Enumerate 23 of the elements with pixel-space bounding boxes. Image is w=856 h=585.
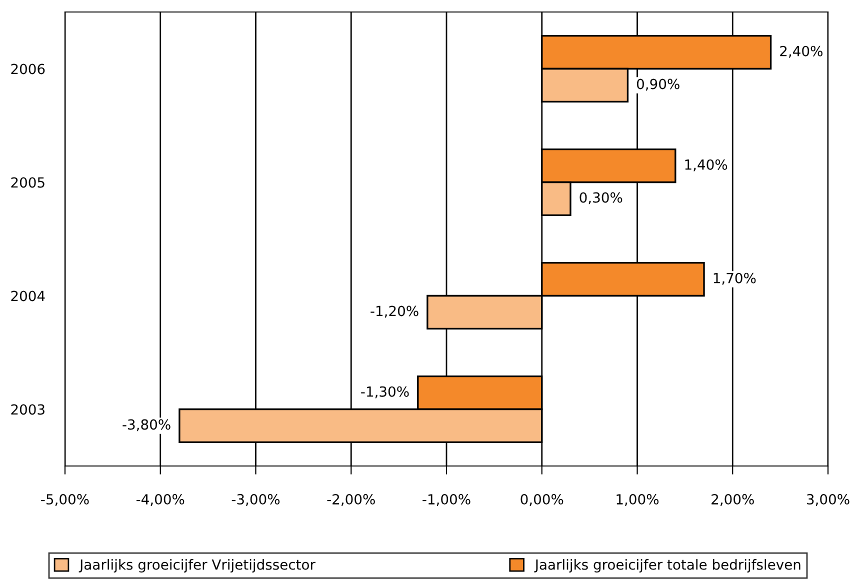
x-tick-label: -3,00% <box>232 494 280 506</box>
x-tick-label: -4,00% <box>136 494 184 506</box>
y-tick-label: 2006 <box>11 64 45 74</box>
data-label: 2,40% <box>780 46 822 58</box>
legend-label: Jaarlijks groeicijfer totale bedrijfsleven <box>534 559 800 572</box>
data-label: -3,80% <box>122 419 170 432</box>
x-tick-label: -2,00% <box>327 494 375 506</box>
y-tick-label: 2003 <box>11 404 44 415</box>
legend-label: Jaarlijks groeicijfer Vrijetijdssector <box>78 559 316 572</box>
y-tick-label: 2005 <box>11 177 44 188</box>
data-label: 0,30% <box>580 192 622 204</box>
data-label: -1,20% <box>370 306 418 318</box>
data-label: 0,90% <box>636 78 680 91</box>
x-tick-label: -5,00% <box>41 494 89 506</box>
x-tick-label: 2,00% <box>712 494 754 506</box>
x-tick-label: -1,00% <box>422 494 470 506</box>
x-tick-label: 1,00% <box>616 494 659 506</box>
data-label: -1,30% <box>361 386 409 398</box>
data-label: 1,40% <box>685 159 728 172</box>
data-label: 1,70% <box>714 272 756 285</box>
x-tick-label: 0,00% <box>520 494 564 506</box>
x-tick-label: 3,00% <box>807 494 850 506</box>
y-tick-label: 2004 <box>11 290 45 302</box>
